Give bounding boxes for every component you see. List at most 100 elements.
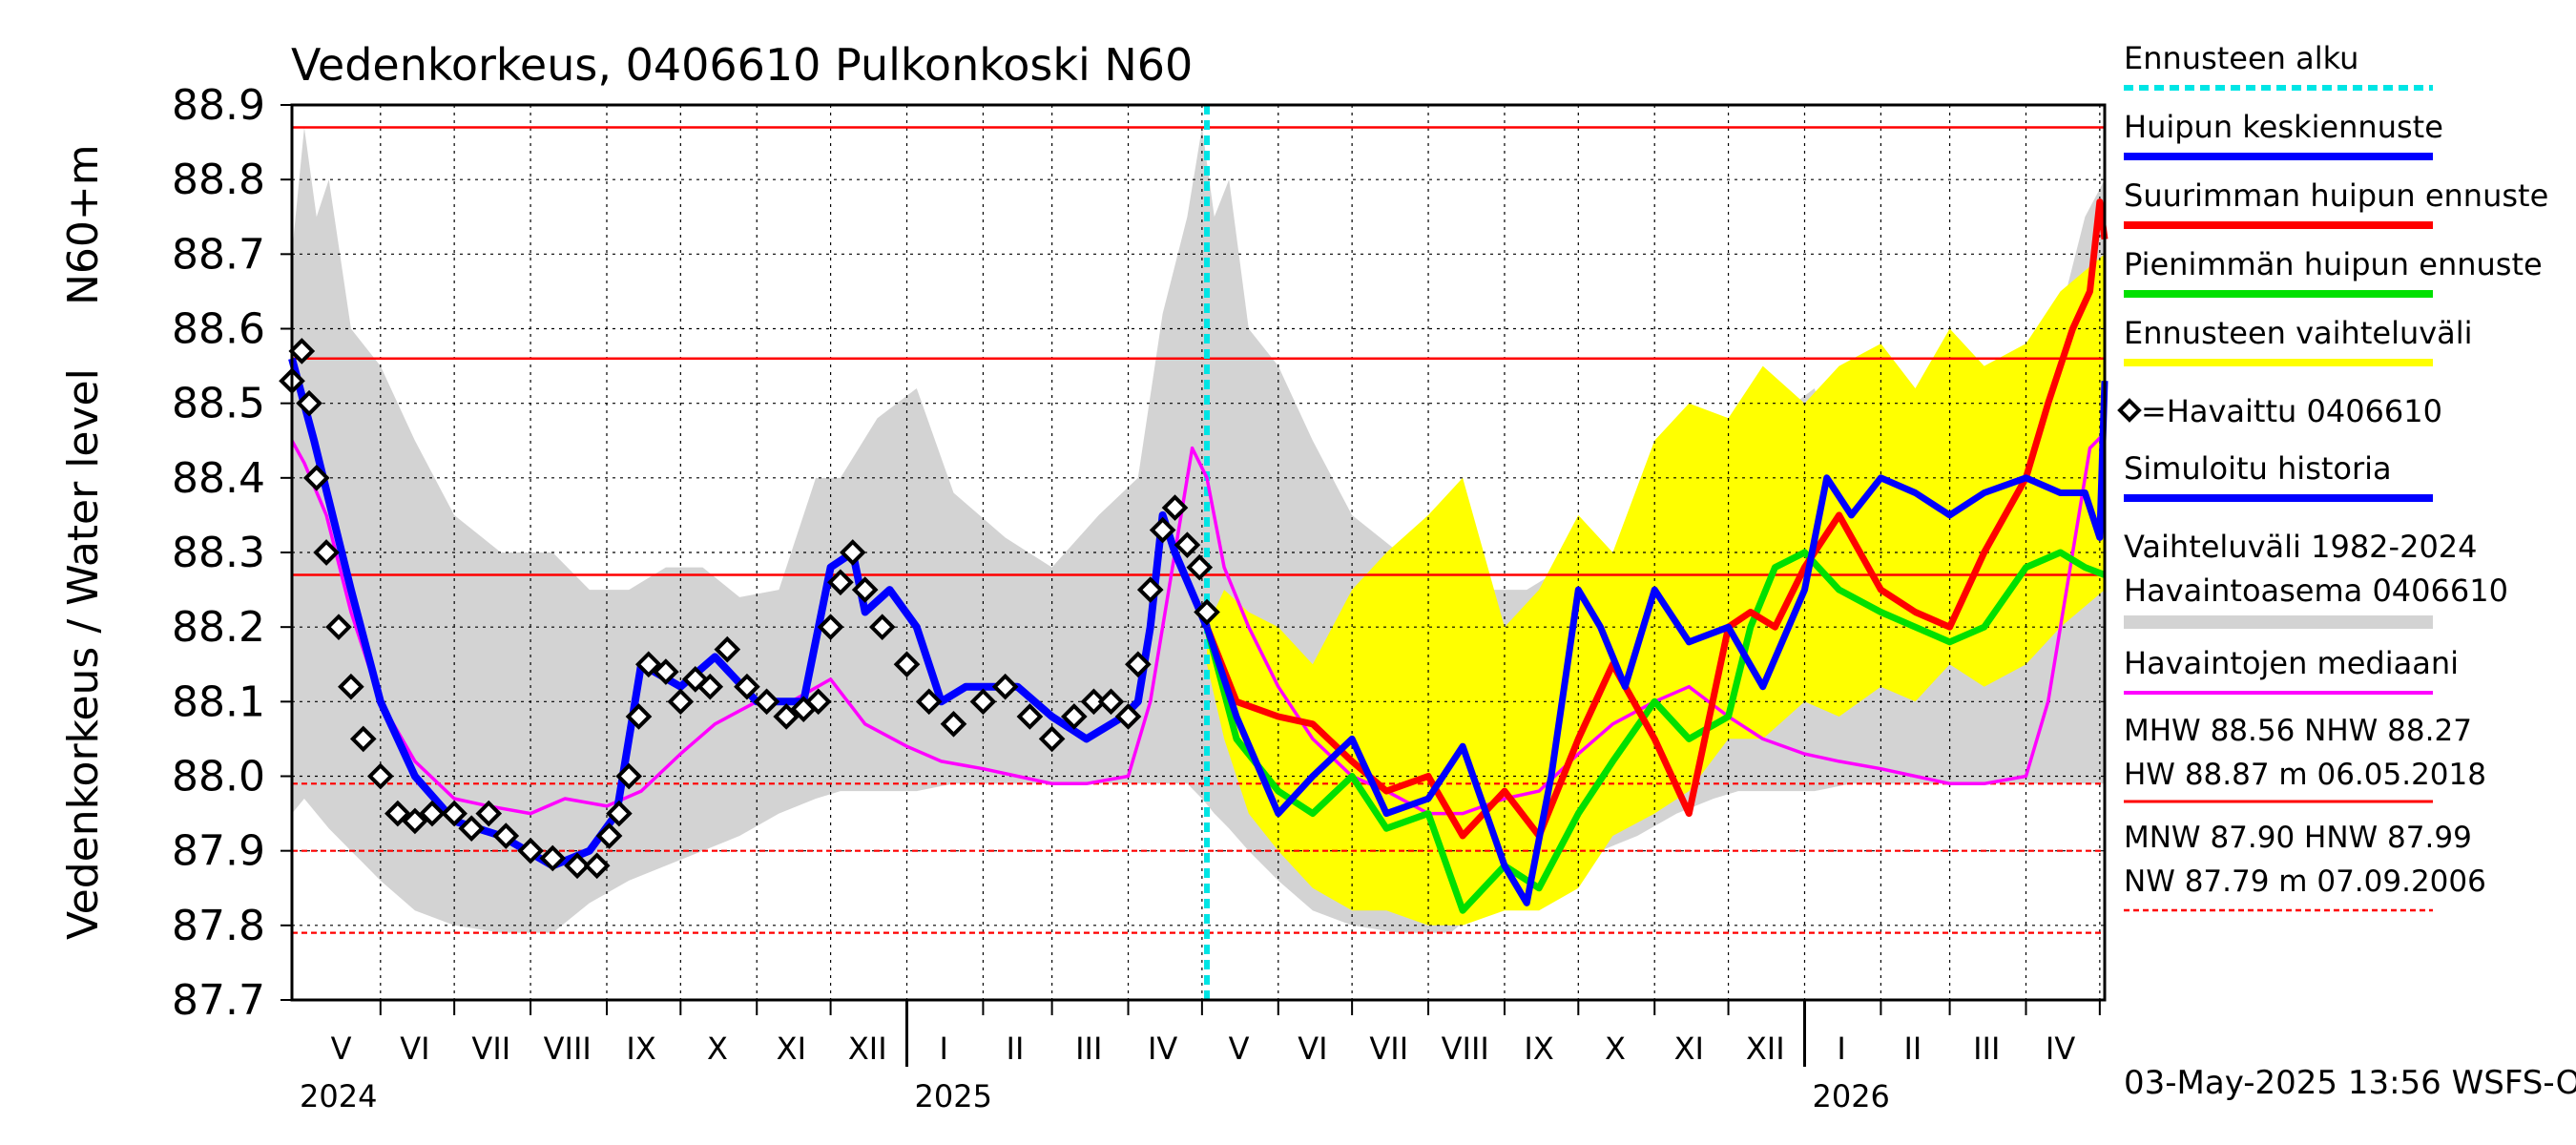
legend-label-suurimman-huipun-ennuste: Suurimman huipun ennuste [2124,177,2548,214]
observed-point [653,658,679,685]
x-month-label: VII [1369,1030,1408,1067]
observed-point [634,651,662,678]
y-axis-label: Vedenkorkeus / Water level [59,368,108,940]
observed-point [851,576,879,603]
observed-point [338,673,364,700]
observed-point [1136,576,1164,603]
x-month-label: XI [1674,1030,1704,1067]
series-huipun-keskiennuste [1203,381,2109,906]
observed-point [915,688,943,716]
observed-point [773,703,800,730]
observed-point [325,614,352,640]
footer-timestamp: 03-May-2025 13:56 WSFS-O [2124,1064,2576,1102]
observed-point [1060,703,1088,730]
observed-point [583,852,611,880]
observed-point [753,688,780,716]
y-tick-label: 88.8 [172,156,265,204]
legend-stats-hw: HW 88.87 m 06.05.2018 [2124,758,2486,792]
observed-point [288,338,316,364]
legend-label-huipun-keskiennuste: Huipun keskiennuste [2124,109,2443,145]
x-month-label: V [1229,1030,1250,1067]
legend-label-pienimman-huipun-ennuste: Pienimmän huipun ennuste [2124,246,2543,282]
observed-point [539,844,567,872]
observed-point [384,800,411,827]
observed-point [839,539,866,566]
x-month-label: IX [626,1030,655,1067]
observed-point [969,688,997,716]
observed-point [296,389,322,417]
observed-point [696,673,724,700]
y-tick-label: 87.7 [172,976,265,1025]
y-tick-label: 88.6 [172,305,265,354]
observed-point [492,822,520,849]
x-month-label: XII [848,1030,887,1067]
observed-point [564,852,591,880]
x-month-label: III [1075,1030,1102,1067]
observed-point [1161,494,1189,521]
legend-label-ennusteen-alku: Ennusteen alku [2124,40,2358,76]
observed-point [1080,688,1108,716]
x-month-label: X [707,1030,728,1067]
observed-point [1114,703,1142,730]
x-month-label: IV [2046,1030,2075,1067]
observed-point [441,800,467,827]
observed-point [1097,688,1125,716]
x-month-label: VIII [1442,1030,1489,1067]
observed-point [1125,651,1152,678]
observed-point [349,725,377,753]
observed-point [1149,516,1176,544]
x-month-label: VI [400,1030,429,1067]
observed-point [517,837,544,864]
x-month-label: XII [1746,1030,1785,1067]
y-tick-label: 87.9 [172,827,265,876]
legend-stats-mnw: MNW 87.90 HNW 87.99 [2124,821,2472,855]
legend-label-havaintojen-mediaani: Havaintojen mediaani [2124,645,2459,681]
y-tick-label: 88.2 [172,603,265,652]
x-year-label: 2024 [300,1078,377,1114]
y-tick-label: 88.0 [172,753,265,802]
y-axis-unit-label: N60+m [59,144,108,305]
y-tick-label: 88.4 [172,454,265,503]
observed-point [1038,725,1066,753]
x-month-label: I [939,1030,947,1067]
legend-label-simuloitu-historia: Simuloitu historia [2124,450,2392,487]
observed-point [1186,553,1214,581]
observed-point [991,673,1019,700]
observed-point [302,465,330,491]
observed-point [475,800,503,827]
observed-point [595,822,623,849]
observed-point [667,688,695,716]
x-month-label: IX [1524,1030,1553,1067]
y-tick-label: 88.1 [172,677,265,726]
x-month-label: V [331,1030,352,1067]
x-month-label: X [1605,1030,1626,1067]
x-month-label: II [1903,1030,1922,1067]
y-tick-label: 88.7 [172,230,265,279]
x-month-label: III [1973,1030,2000,1067]
y-tick-label: 88.5 [172,380,265,428]
observed-point [606,800,633,827]
x-month-label: VIII [544,1030,592,1067]
x-year-label: 2025 [915,1078,992,1114]
legend-stats-mhw: MHW 88.56 NHW 88.27 [2124,714,2472,748]
legend-label-vaihteluvali: Vaihteluväli 1982-2024 [2124,529,2478,565]
observed-point [893,651,921,678]
x-month-label: VII [471,1030,510,1067]
legend: Ennusteen alku Huipun keskiennuste Suurimm… [2117,40,2548,912]
chart-title: Vedenkorkeus, 0406610 Pulkonkoski N60 [291,39,1193,91]
x-year-label: 2026 [1812,1078,1889,1114]
x-month-label: XI [777,1030,806,1067]
x-month-label: II [1007,1030,1025,1067]
y-tick-label: 88.9 [172,81,265,130]
observed-point [804,688,832,716]
observed-point [817,614,844,640]
observed-point [402,807,428,835]
y-tick-label: 87.8 [172,902,265,950]
series-pienimman-huipun-ennuste [1203,549,2107,914]
observed-point [458,815,486,843]
y-tick-label: 88.3 [172,529,265,577]
legend-marker-havaittu [2117,398,2142,423]
legend-label-havaintoasema: Havaintoasema 0406610 [2124,572,2508,609]
observed-point [615,762,643,790]
legend-label-ennusteen-vaihteluvali: Ennusteen vaihteluväli [2124,315,2473,351]
